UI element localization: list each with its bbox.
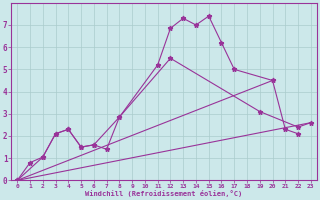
X-axis label: Windchill (Refroidissement éolien,°C): Windchill (Refroidissement éolien,°C) [85,190,243,197]
